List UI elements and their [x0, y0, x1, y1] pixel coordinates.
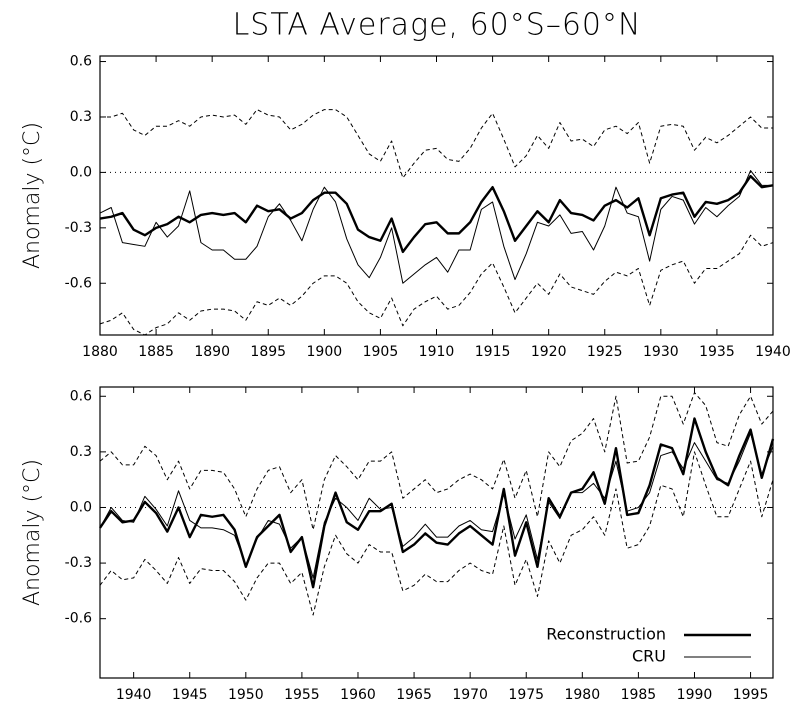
x-tick-label: 1970: [452, 687, 488, 702]
x-tick-label: 1900: [307, 344, 343, 360]
y-tick-label: 0.3: [70, 109, 92, 125]
x-tick-label: 1940: [116, 687, 152, 702]
chart-title: LSTA Average, 60°S–60°N: [233, 8, 642, 43]
x-tick-label: 1965: [396, 687, 432, 702]
y-tick-label: 0.0: [70, 499, 92, 515]
x-tick-label: 1955: [284, 687, 320, 702]
x-tick-label: 1960: [340, 687, 376, 702]
x-tick-label: 1945: [172, 687, 208, 702]
x-tick-label: 1950: [228, 687, 264, 702]
x-tick-label: 1905: [363, 344, 399, 360]
y-tick-label: 0.0: [70, 164, 92, 180]
x-tick-label: 1915: [475, 344, 511, 360]
plot-frame: [99, 55, 774, 336]
x-tick-label: 1925: [587, 344, 623, 360]
x-tick-label: 1980: [564, 687, 600, 702]
x-tick-label: 1910: [419, 344, 455, 360]
x-tick-label: 1995: [733, 687, 769, 702]
x-tick-label: 1935: [699, 344, 735, 360]
series-line: [99, 234, 774, 336]
y-tick-label: -0.6: [65, 275, 92, 291]
x-tick-label: 1895: [250, 344, 286, 360]
y-tick-label: 0.6: [70, 54, 92, 70]
y-tick-label: 0.6: [70, 388, 92, 404]
series-line: [100, 109, 773, 179]
x-tick-label: 1920: [531, 344, 567, 360]
legend-label: CRU: [632, 647, 666, 666]
x-tick-label: 1990: [677, 687, 713, 702]
series-line: [99, 392, 774, 531]
series-line: [99, 451, 774, 616]
y-tick-label: -0.6: [65, 611, 92, 627]
x-tick-label: 1880: [82, 344, 118, 360]
series-line: [99, 417, 775, 589]
x-tick-label: 1975: [508, 687, 544, 702]
legend-label: Reconstruction: [546, 625, 666, 644]
series-line: [99, 170, 773, 284]
x-tick-label: 1885: [138, 344, 174, 360]
series-line: [99, 432, 774, 579]
y-tick-label: 0.3: [70, 444, 92, 460]
x-tick-label: 1890: [194, 344, 230, 360]
x-tick-label: 1940: [755, 344, 791, 360]
x-tick-label: 1930: [643, 344, 679, 360]
series-line: [99, 174, 774, 254]
plot-frame: [99, 386, 774, 679]
y-axis-label: Anomaly (°C): [20, 459, 45, 606]
x-tick-label: 1985: [621, 687, 657, 702]
y-axis-label: Anomaly (°C): [20, 122, 45, 269]
y-tick-label: -0.3: [65, 220, 92, 236]
y-tick-label: -0.3: [65, 555, 92, 571]
